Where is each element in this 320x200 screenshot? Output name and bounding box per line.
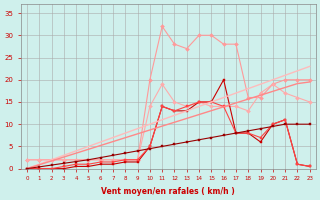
X-axis label: Vent moyen/en rafales ( km/h ): Vent moyen/en rafales ( km/h ) [101,187,235,196]
